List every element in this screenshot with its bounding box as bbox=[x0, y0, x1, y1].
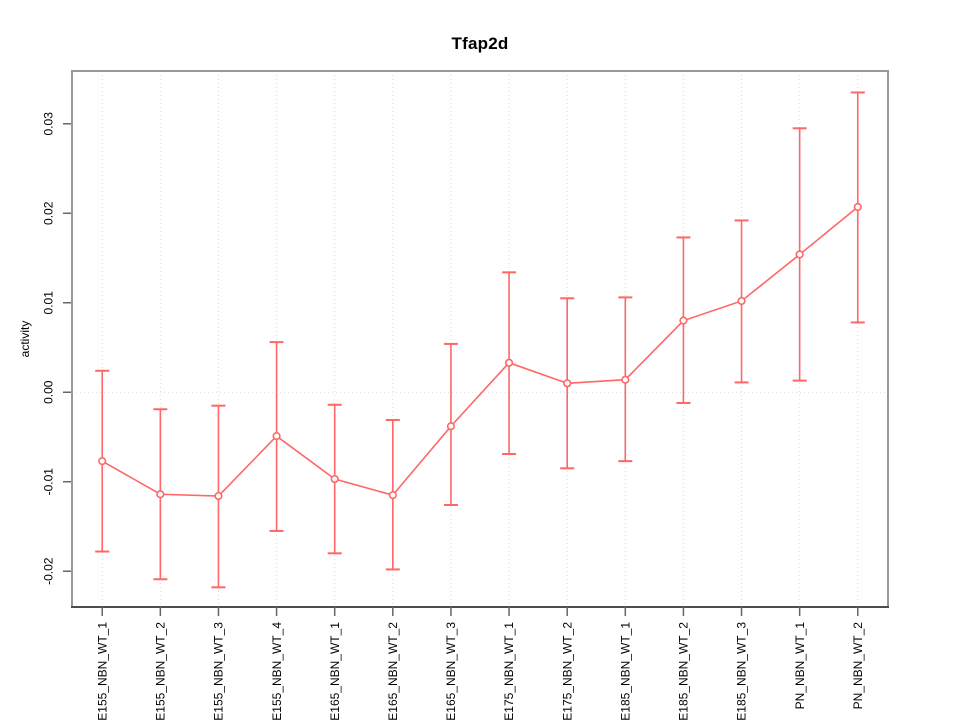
data-point bbox=[214, 491, 223, 501]
x-tick-label: E165_NBN_WT_3 bbox=[444, 622, 458, 720]
x-tick-label: E155_NBN_WT_2 bbox=[154, 622, 168, 720]
data-point bbox=[853, 202, 862, 212]
x-tick-label: PN_NBN_WT_2 bbox=[851, 622, 865, 710]
data-point bbox=[795, 250, 804, 259]
data-point bbox=[156, 490, 165, 499]
data-point bbox=[98, 457, 107, 466]
y-tick-label: 0.02 bbox=[42, 201, 56, 225]
y-tick-label: 0.01 bbox=[42, 291, 56, 315]
x-tick-label: E165_NBN_WT_2 bbox=[386, 622, 400, 720]
series-line bbox=[101, 206, 859, 497]
data-point bbox=[272, 431, 281, 441]
x-tick-label: E155_NBN_WT_4 bbox=[270, 622, 284, 720]
chart-title: Tfap2d bbox=[451, 34, 509, 53]
y-tick-label: 0.03 bbox=[42, 112, 56, 136]
data-point bbox=[621, 375, 630, 384]
x-tick-label: E185_NBN_WT_2 bbox=[677, 622, 691, 720]
x-tick-label: E185_NBN_WT_3 bbox=[735, 622, 749, 720]
data-point bbox=[388, 491, 397, 500]
x-tick-label: E175_NBN_WT_2 bbox=[560, 622, 574, 720]
data-point bbox=[737, 296, 746, 306]
y-tick-label: -0.01 bbox=[42, 468, 56, 496]
data-point bbox=[446, 422, 456, 431]
data-point bbox=[330, 474, 339, 484]
x-tick-label: E175_NBN_WT_1 bbox=[502, 622, 516, 720]
x-tick-label: E155_NBN_WT_1 bbox=[95, 622, 109, 720]
x-tick-label: PN_NBN_WT_1 bbox=[793, 622, 807, 710]
x-tick-label: E185_NBN_WT_1 bbox=[618, 622, 632, 720]
data-point bbox=[679, 316, 688, 325]
x-tick-label: E155_NBN_WT_3 bbox=[212, 622, 226, 720]
y-tick-label: -0.02 bbox=[42, 557, 56, 585]
plot-border bbox=[71, 70, 889, 608]
data-point bbox=[563, 379, 572, 388]
y-tick-label: 0.00 bbox=[42, 380, 56, 404]
x-tick-label: E165_NBN_WT_1 bbox=[328, 622, 342, 720]
data-point bbox=[504, 358, 514, 367]
